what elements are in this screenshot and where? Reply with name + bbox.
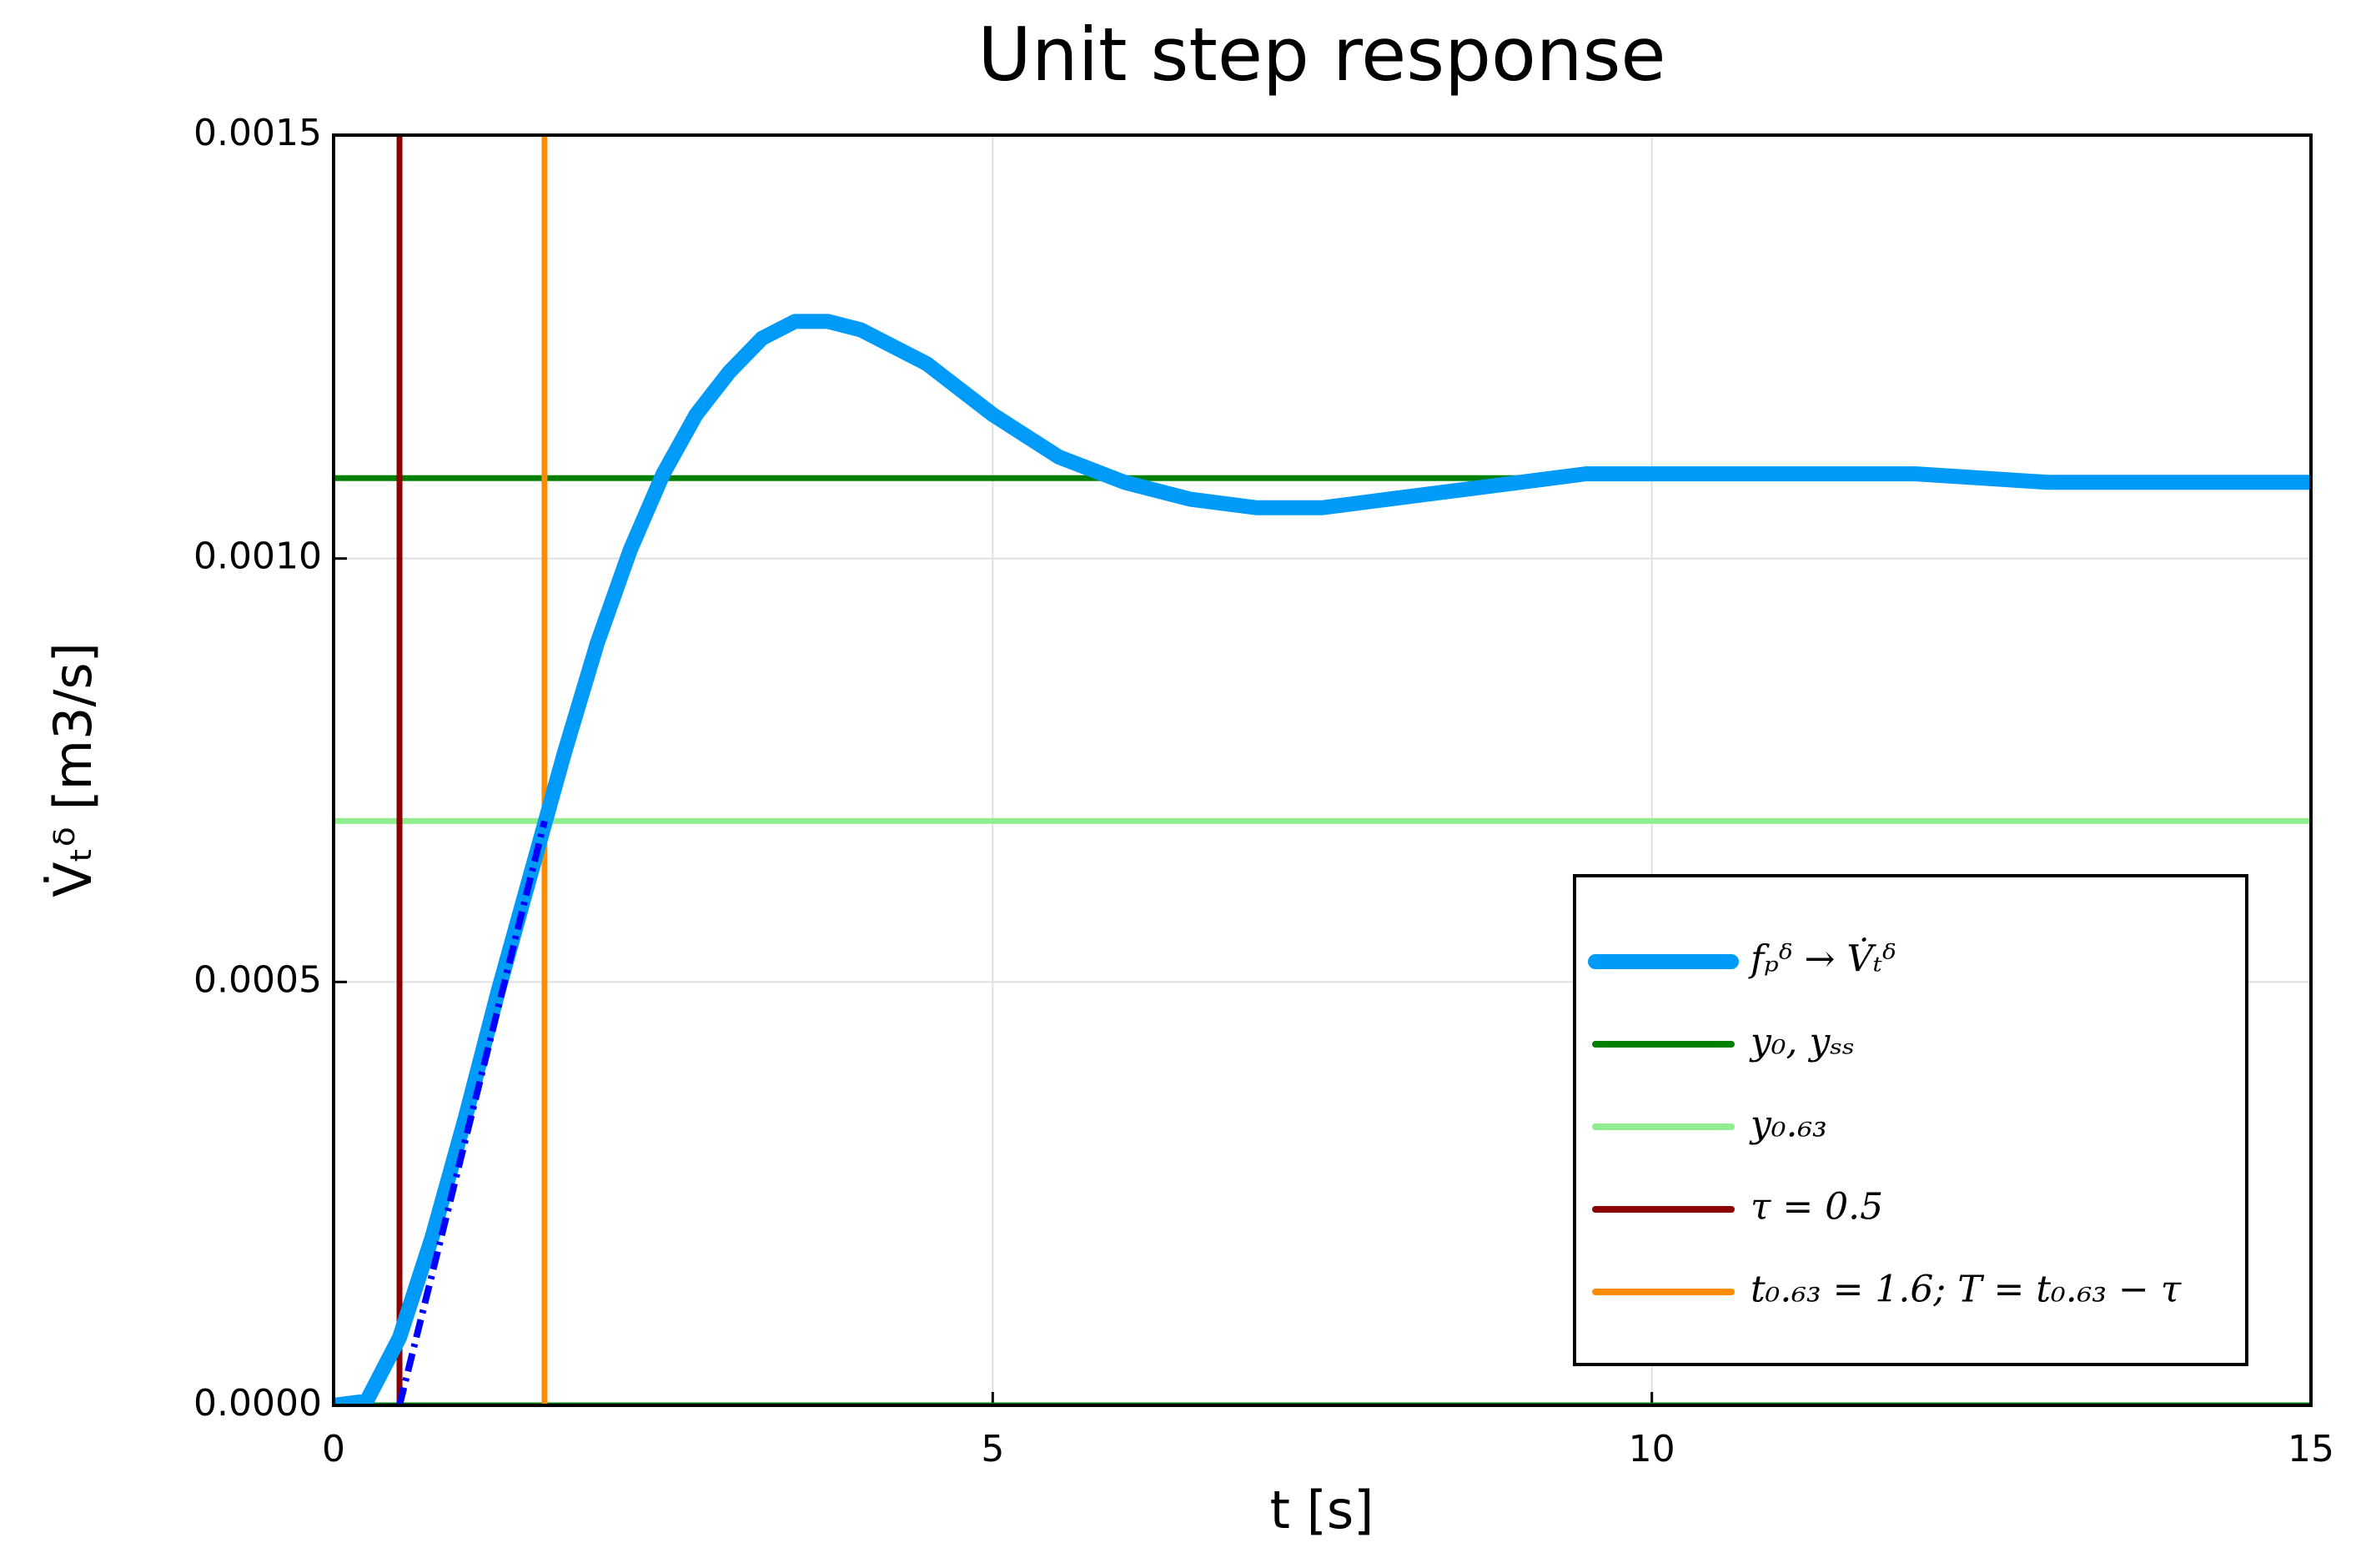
tangent-line xyxy=(396,820,548,1405)
plot-frame xyxy=(332,133,2313,1407)
legend-label: y₀.₆₃ xyxy=(1749,1103,1827,1146)
legend-label: τ = 0.5 xyxy=(1751,1186,1883,1229)
plot-area xyxy=(334,135,2311,1405)
x-tick-label: 10 xyxy=(1629,1428,1675,1470)
x-tick-label: 15 xyxy=(2288,1428,2334,1470)
chart-title: Unit step response xyxy=(977,12,1665,98)
y-tick-label: 0.0015 xyxy=(193,112,322,154)
x-tick-label: 0 xyxy=(322,1428,345,1470)
legend-label: t₀.₆₃ = 1.6; T = t₀.₆₃ − τ xyxy=(1751,1269,2182,1311)
y-tick-label: 0.0000 xyxy=(193,1382,322,1425)
y-tick-label: 0.0010 xyxy=(193,535,322,578)
x-tick-label: 5 xyxy=(981,1428,1004,1470)
legend-label: fₚᵟ → V̇ₜᵟ xyxy=(1748,936,1896,980)
y-tick-label: 0.0005 xyxy=(193,958,322,1001)
y-axis-label: V̇ₜᵟ [m3/s] xyxy=(43,642,103,897)
x-axis-label: t [s] xyxy=(1270,1480,1374,1540)
legend-label: y₀, yₛₛ xyxy=(1749,1021,1855,1063)
